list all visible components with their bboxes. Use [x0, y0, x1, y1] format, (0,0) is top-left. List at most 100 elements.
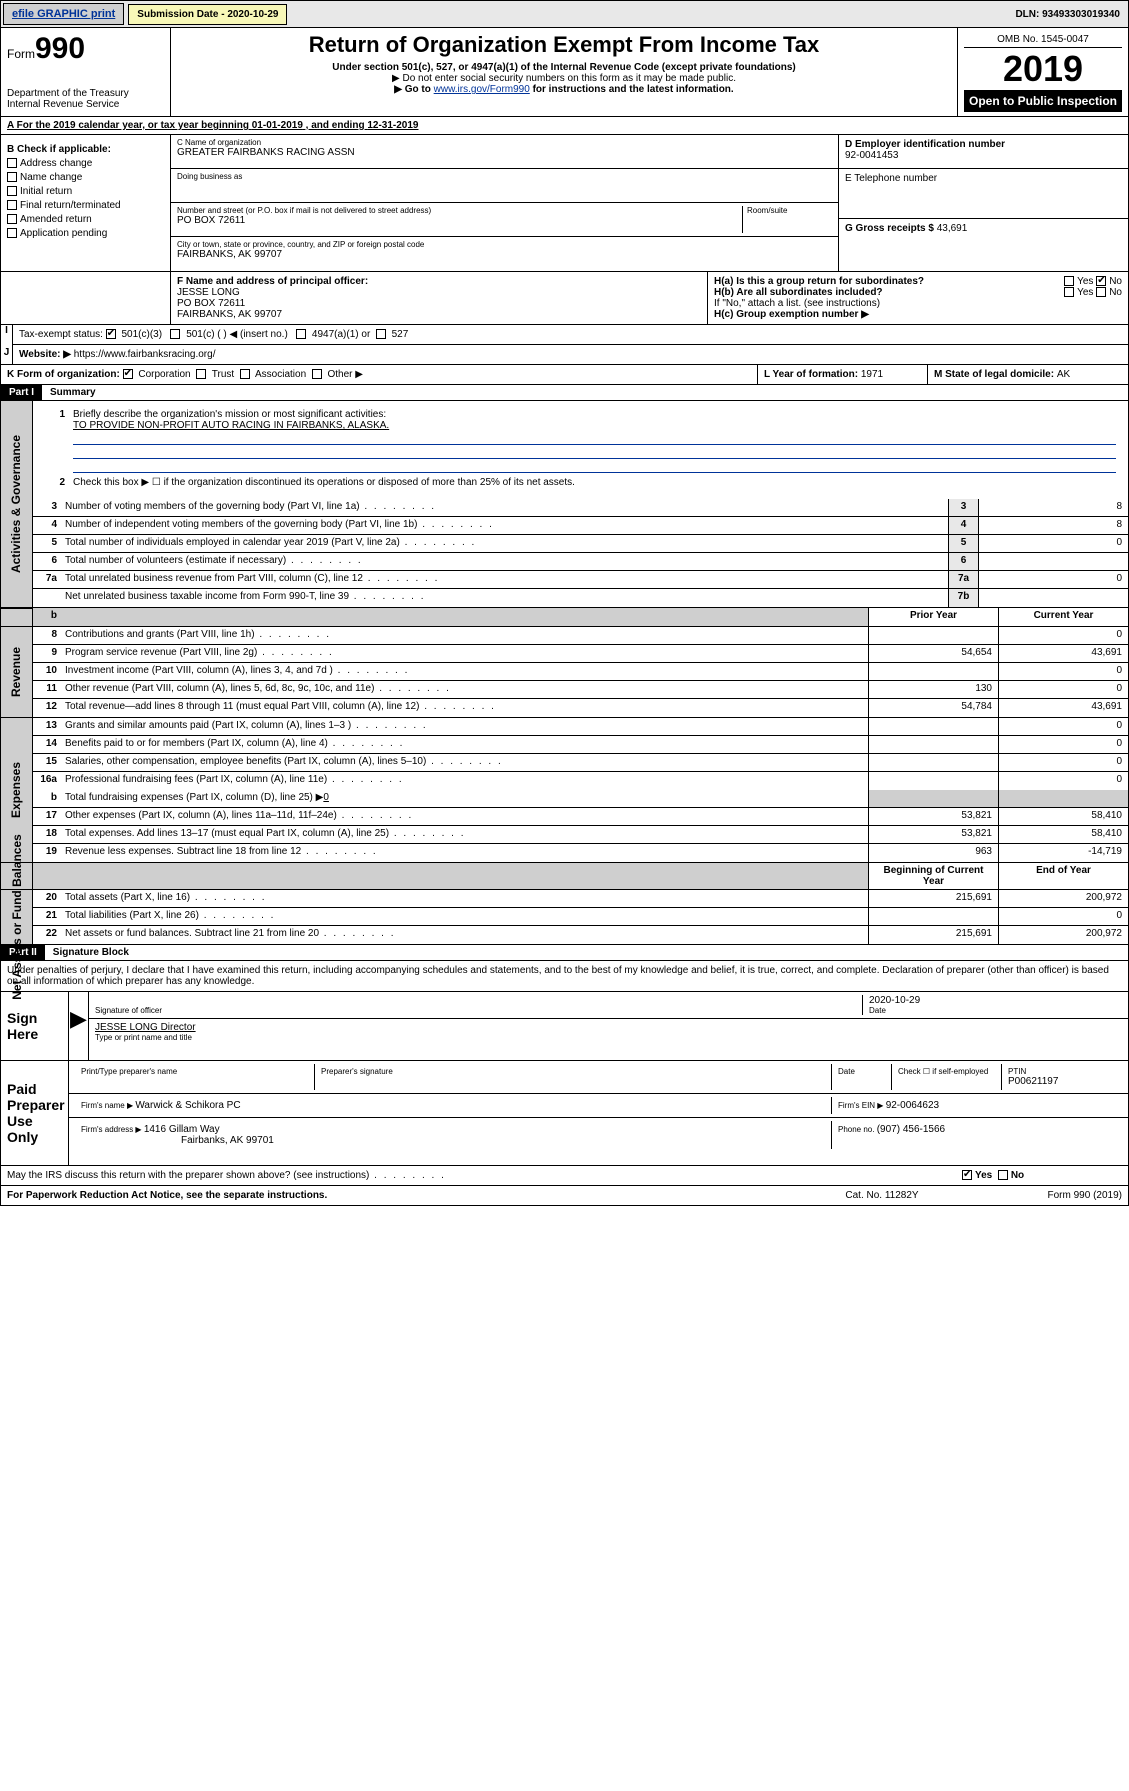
line-key: 7b — [948, 589, 978, 607]
chk-501c3[interactable] — [106, 329, 116, 339]
chk-trust[interactable] — [196, 369, 206, 379]
line-key: 7a — [948, 571, 978, 588]
line-num: 15 — [33, 754, 61, 771]
subtitle-3: ▶ Go to www.irs.gov/Form990 for instruct… — [177, 84, 951, 95]
line-value: 0 — [978, 535, 1128, 552]
chk-discuss-no[interactable] — [998, 1170, 1008, 1180]
current-value: 200,972 — [998, 926, 1128, 944]
line-desc: Other revenue (Part VIII, column (A), li… — [61, 681, 868, 698]
address-value: PO BOX 72611 — [177, 215, 742, 226]
section-netassets: Net Assets or Fund Balances 20 Total ass… — [0, 890, 1129, 945]
line-num: 10 — [33, 663, 61, 680]
label-domicile: M State of legal domicile: — [934, 369, 1057, 380]
chk-final-return[interactable] — [7, 200, 17, 210]
label-gross-receipts: G Gross receipts $ — [845, 223, 937, 234]
chk-corp[interactable] — [123, 369, 133, 379]
label-room: Room/suite — [747, 206, 832, 215]
efile-print-button[interactable]: efile GRAPHIC print — [3, 3, 124, 25]
print-name-label: Type or print name and title — [95, 1033, 1122, 1042]
chk-name-change[interactable] — [7, 172, 17, 182]
line-num: 9 — [33, 645, 61, 662]
officer-name: JESSE LONG — [177, 287, 701, 298]
line-desc: Net unrelated business taxable income fr… — [61, 589, 948, 607]
label-officer: F Name and address of principal officer: — [177, 276, 368, 287]
line-desc: Total unrelated business revenue from Pa… — [61, 571, 948, 588]
perjury-statement: Under penalties of perjury, I declare th… — [0, 961, 1129, 992]
line-key: 3 — [948, 499, 978, 516]
col-prior: Prior Year — [868, 608, 998, 626]
prior-value — [868, 736, 998, 753]
line-desc: Net assets or fund balances. Subtract li… — [61, 926, 868, 944]
chk-527[interactable] — [376, 329, 386, 339]
current-value: 0 — [998, 908, 1128, 925]
current-value: 0 — [998, 718, 1128, 735]
chk-initial-return[interactable] — [7, 186, 17, 196]
chk-ha-yes[interactable] — [1064, 276, 1074, 286]
chk-address-change[interactable] — [7, 158, 17, 168]
prior-value: 53,821 — [868, 808, 998, 825]
chk-application-pending[interactable] — [7, 228, 17, 238]
chk-hb-yes[interactable] — [1064, 287, 1074, 297]
ein-value: 92-0041453 — [845, 150, 1122, 161]
chk-amended[interactable] — [7, 214, 17, 224]
form-title: Return of Organization Exempt From Incom… — [177, 32, 951, 58]
label-dba: Doing business as — [177, 172, 832, 181]
chk-hb-no[interactable] — [1096, 287, 1106, 297]
officer-print-name: JESSE LONG Director — [95, 1022, 1122, 1033]
domicile: AK — [1057, 369, 1070, 380]
prior-value: 215,691 — [868, 890, 998, 907]
form990-link[interactable]: www.irs.gov/Form990 — [434, 84, 530, 95]
status-website-row: IJ Tax-exempt status: 501(c)(3) 501(c) (… — [0, 325, 1129, 365]
line-key: 4 — [948, 517, 978, 534]
prior-value: 54,654 — [868, 645, 998, 662]
current-value: 0 — [998, 754, 1128, 771]
line-desc: Number of voting members of the governin… — [61, 499, 948, 516]
line-key: 6 — [948, 553, 978, 570]
paid-preparer-label: Paid Preparer Use Only — [1, 1061, 69, 1165]
line-num: 14 — [33, 736, 61, 753]
sig-date: 2020-10-29 — [869, 995, 1122, 1006]
chk-assoc[interactable] — [240, 369, 250, 379]
top-toolbar: efile GRAPHIC print Submission Date - 20… — [0, 0, 1129, 28]
current-value: 43,691 — [998, 645, 1128, 662]
hc-row: H(c) Group exemption number ▶ — [714, 309, 1122, 320]
line-desc: Salaries, other compensation, employee b… — [61, 754, 868, 771]
line-value — [978, 553, 1128, 570]
chk-ha-no[interactable] — [1096, 276, 1106, 286]
line-num: 7a — [33, 571, 61, 588]
year-formation: 1971 — [861, 369, 883, 380]
gross-receipts-value: 43,691 — [937, 223, 968, 234]
ptin: P00621197 — [1008, 1076, 1116, 1087]
line-num: 8 — [33, 627, 61, 644]
chk-discuss-yes[interactable] — [962, 1170, 972, 1180]
section-revenue: Revenue 8 Contributions and grants (Part… — [0, 627, 1129, 718]
subtitle-2: ▶ Do not enter social security numbers o… — [177, 73, 951, 84]
chk-4947[interactable] — [296, 329, 306, 339]
prior-value: 215,691 — [868, 926, 998, 944]
line-desc: Contributions and grants (Part VIII, lin… — [61, 627, 868, 644]
city-value: FAIRBANKS, AK 99707 — [177, 249, 832, 260]
prior-value: 963 — [868, 844, 998, 862]
tax-year: 2019 — [964, 48, 1122, 90]
officer-addr1: PO BOX 72611 — [177, 298, 701, 309]
label-address: Number and street (or P.O. box if mail i… — [177, 206, 742, 215]
col-end: End of Year — [998, 863, 1128, 889]
line-desc: Total assets (Part X, line 16) — [61, 890, 868, 907]
section-governance: Activities & Governance 1 Briefly descri… — [0, 401, 1129, 608]
chk-501c[interactable] — [170, 329, 180, 339]
line-desc: Total revenue—add lines 8 through 11 (mu… — [61, 699, 868, 717]
line-desc: Grants and similar amounts paid (Part IX… — [61, 718, 868, 735]
prior-value — [868, 772, 998, 790]
line-key: 5 — [948, 535, 978, 552]
box-b-checkboxes: B Check if applicable: Address change Na… — [1, 135, 171, 271]
sig-officer-label: Signature of officer — [95, 1006, 862, 1015]
line-num: 11 — [33, 681, 61, 698]
vlabel-governance: Activities & Governance — [10, 435, 24, 573]
vlabel-revenue: Revenue — [10, 647, 24, 697]
line-desc: Investment income (Part VIII, column (A)… — [61, 663, 868, 680]
page-footer: For Paperwork Reduction Act Notice, see … — [0, 1186, 1129, 1206]
chk-other[interactable] — [312, 369, 322, 379]
omb-number: OMB No. 1545-0047 — [964, 32, 1122, 48]
signature-block: Sign Here ▶ Signature of officer 2020-10… — [0, 992, 1129, 1166]
sign-arrow-icon: ▶ — [69, 992, 89, 1060]
